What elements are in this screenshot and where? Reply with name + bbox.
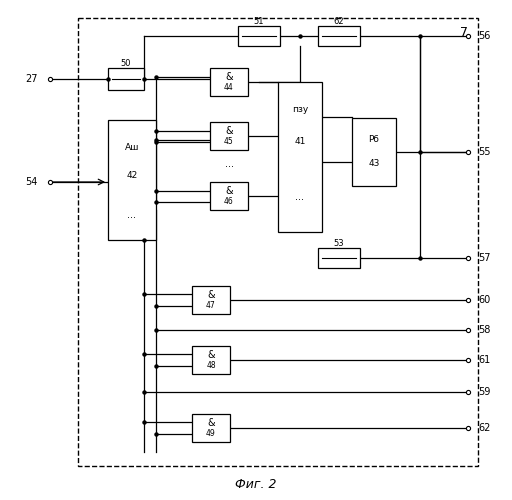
Bar — [192, 414, 230, 442]
Bar — [192, 346, 230, 374]
Text: 49: 49 — [206, 430, 216, 438]
Text: 58: 58 — [478, 325, 490, 335]
Bar — [210, 122, 248, 150]
Bar — [318, 248, 360, 268]
Bar — [210, 68, 248, 96]
Bar — [78, 18, 478, 466]
Bar — [352, 118, 396, 186]
Text: 47: 47 — [206, 302, 216, 310]
Text: 61: 61 — [478, 355, 490, 365]
Text: 46: 46 — [224, 198, 234, 206]
Text: 62: 62 — [334, 16, 344, 26]
Text: 43: 43 — [368, 160, 380, 168]
Bar — [318, 26, 360, 46]
Text: 45: 45 — [224, 138, 234, 146]
Text: 57: 57 — [478, 253, 490, 263]
Text: 54: 54 — [26, 177, 38, 187]
Bar — [278, 82, 322, 232]
Text: &: & — [207, 418, 215, 428]
Text: 60: 60 — [478, 295, 490, 305]
Text: Аш: Аш — [125, 144, 139, 152]
Text: 48: 48 — [206, 362, 216, 370]
Text: 44: 44 — [224, 84, 234, 92]
Text: 50: 50 — [121, 58, 131, 68]
Text: 59: 59 — [478, 387, 490, 397]
Text: 42: 42 — [126, 170, 138, 179]
Text: ...: ... — [295, 192, 305, 202]
Text: 27: 27 — [26, 74, 38, 84]
Text: 62: 62 — [478, 423, 490, 433]
Text: Фиг. 2: Фиг. 2 — [235, 478, 277, 492]
Text: &: & — [207, 350, 215, 360]
Bar — [108, 68, 144, 90]
Text: &: & — [207, 290, 215, 300]
Bar — [192, 286, 230, 314]
Text: ...: ... — [224, 159, 233, 169]
Bar — [108, 120, 156, 240]
Text: 51: 51 — [254, 16, 264, 26]
Bar — [238, 26, 280, 46]
Text: Рб: Рб — [369, 136, 379, 144]
Text: 53: 53 — [334, 238, 344, 248]
Text: ...: ... — [127, 210, 137, 220]
Text: &: & — [225, 72, 233, 82]
Bar — [210, 182, 248, 210]
Text: пзу: пзу — [292, 106, 308, 114]
Text: 55: 55 — [478, 147, 490, 157]
Text: &: & — [225, 186, 233, 196]
Text: 41: 41 — [294, 138, 306, 146]
Text: 7: 7 — [460, 26, 468, 38]
Text: 56: 56 — [478, 31, 490, 41]
Text: &: & — [225, 126, 233, 136]
